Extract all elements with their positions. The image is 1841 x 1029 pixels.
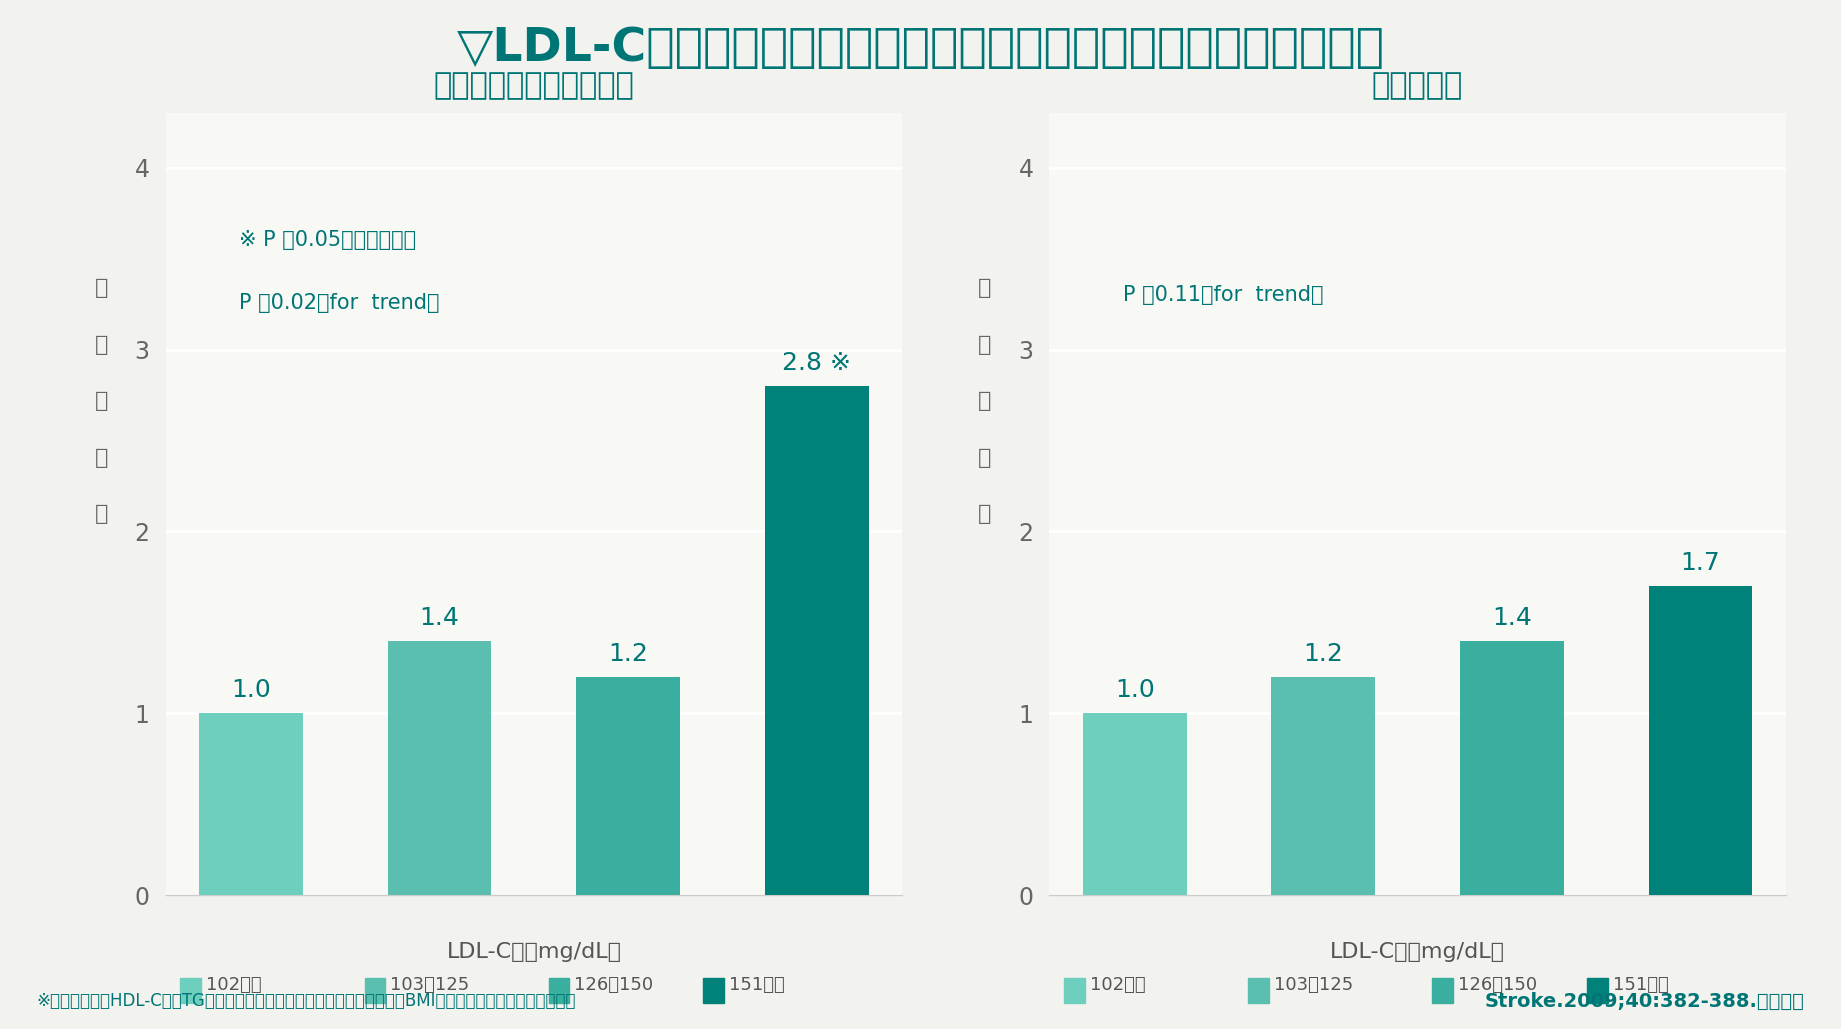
Bar: [576, 677, 679, 895]
Text: P ＝0.11（for  trend）: P ＝0.11（for trend）: [1123, 285, 1324, 306]
Text: P ＝0.02（for  trend）: P ＝0.02（for trend）: [239, 293, 440, 313]
Text: 1.0: 1.0: [1116, 678, 1154, 703]
Text: ー: ー: [978, 391, 992, 412]
Text: 比: 比: [94, 504, 109, 525]
Bar: [1248, 979, 1268, 1002]
Text: 1.4: 1.4: [1491, 606, 1532, 630]
Bar: [199, 713, 304, 895]
Text: ハ: ハ: [94, 278, 109, 298]
Text: ザ: ザ: [94, 334, 109, 355]
Text: 102以下: 102以下: [1090, 977, 1145, 994]
Text: ▽LDL-C値ごとのアテローム血栓性脳梗塞・ラクナ梗塞発症リスク: ▽LDL-C値ごとのアテローム血栓性脳梗塞・ラクナ梗塞発症リスク: [457, 26, 1384, 71]
Bar: [1648, 587, 1753, 895]
Text: 1.7: 1.7: [1681, 552, 1719, 575]
Title: アテローム血栓性脳梗塞: アテローム血栓性脳梗塞: [433, 71, 635, 100]
Text: 1.4: 1.4: [420, 606, 460, 630]
Text: ド: ド: [94, 448, 109, 468]
Bar: [703, 979, 724, 1002]
Bar: [764, 386, 869, 895]
Text: 126～150: 126～150: [574, 977, 654, 994]
Text: LDL-C値（mg/dL）: LDL-C値（mg/dL）: [446, 943, 622, 962]
Text: 1.0: 1.0: [232, 678, 271, 703]
Text: 103～125: 103～125: [1274, 977, 1353, 994]
Text: 1.2: 1.2: [1303, 642, 1344, 666]
Text: ザ: ザ: [978, 334, 992, 355]
Text: ※ P ＜0.05（最低値群）: ※ P ＜0.05（最低値群）: [239, 230, 416, 250]
Title: ラクナ梗塞: ラクナ梗塞: [1372, 71, 1464, 100]
Text: 151仨上: 151仨上: [1613, 977, 1668, 994]
Bar: [1083, 713, 1187, 895]
Bar: [549, 979, 569, 1002]
Text: 2.8 ※: 2.8 ※: [782, 351, 851, 376]
Text: LDL-C値（mg/dL）: LDL-C値（mg/dL）: [1329, 943, 1506, 962]
Bar: [180, 979, 201, 1002]
Bar: [1460, 641, 1563, 895]
Text: ー: ー: [94, 391, 109, 412]
Bar: [388, 641, 492, 895]
Bar: [1272, 677, 1375, 895]
Text: ※年齢、性別、HDL-C値、TG値、収縮期血圧、心電図異常、空腹時血糖、BMI、飲酒、喫煙、運動習慣で調整: ※年齢、性別、HDL-C値、TG値、収縮期血圧、心電図異常、空腹時血糖、BMI、…: [37, 993, 576, 1010]
Bar: [1587, 979, 1607, 1002]
Text: 1.2: 1.2: [608, 642, 648, 666]
Text: 151仨上: 151仨上: [729, 977, 784, 994]
Text: ド: ド: [978, 448, 992, 468]
Bar: [1064, 979, 1084, 1002]
Text: 103～125: 103～125: [390, 977, 469, 994]
Text: 102以下: 102以下: [206, 977, 261, 994]
Bar: [365, 979, 385, 1002]
Bar: [1432, 979, 1453, 1002]
Text: Stroke.2009;40:382-388.より作図: Stroke.2009;40:382-388.より作図: [1484, 992, 1804, 1010]
Text: 比: 比: [978, 504, 992, 525]
Text: ハ: ハ: [978, 278, 992, 298]
Text: 126～150: 126～150: [1458, 977, 1537, 994]
